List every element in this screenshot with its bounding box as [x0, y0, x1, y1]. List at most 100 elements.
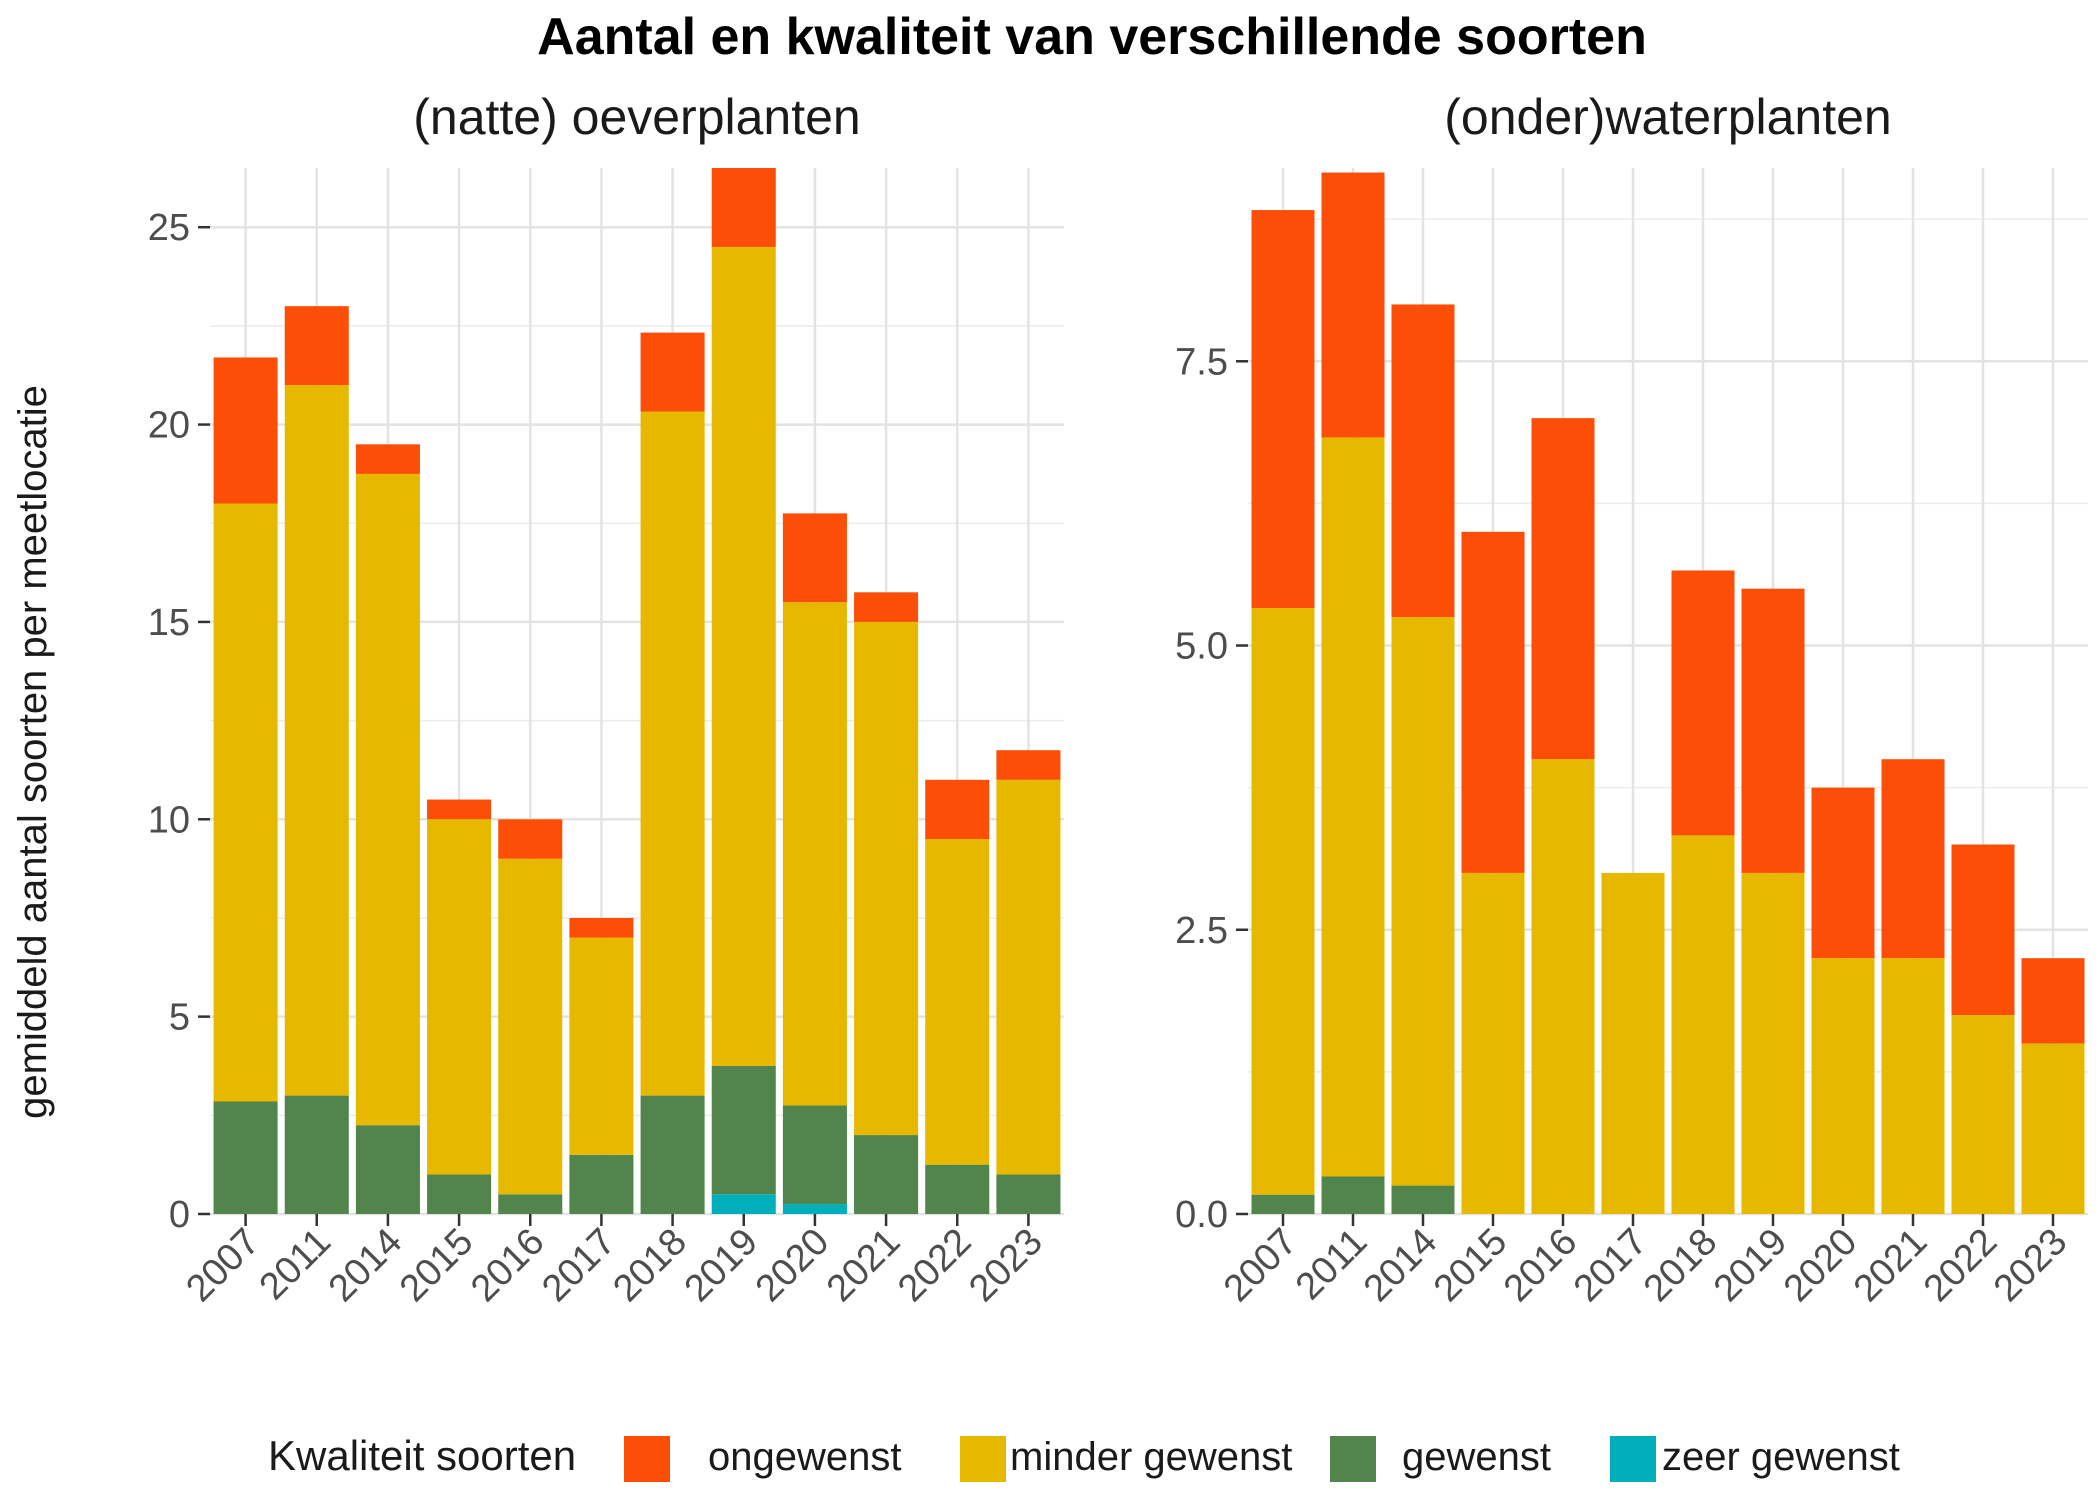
- bar-ongewenst-2007: [213, 357, 278, 504]
- x-tick-label: 2023: [961, 1221, 1050, 1310]
- bar-ongewenst-2011: [1321, 172, 1385, 438]
- bar-minder-gewenst-2007: [1251, 608, 1315, 1195]
- bar-minder-gewenst-2017: [1601, 872, 1665, 1214]
- y-tick-label: 7.5: [1175, 341, 1228, 383]
- legend-item-minder-gewenst: minder gewenst: [960, 1435, 1292, 1482]
- x-tick-label: 2015: [392, 1221, 481, 1310]
- x-tick-label: 2021: [819, 1221, 908, 1310]
- legend-item-ongewenst: ongewenst: [624, 1435, 901, 1482]
- bar-minder-gewenst-2020: [782, 602, 847, 1106]
- bar-ongewenst-2016: [1531, 418, 1595, 760]
- bar-ongewenst-2015: [427, 799, 492, 820]
- legend-label-gewenst: gewenst: [1402, 1435, 1551, 1479]
- y-tick-label: 5.0: [1175, 626, 1228, 668]
- bar-gewenst-2017: [569, 1154, 634, 1214]
- y-tick-label: 25: [148, 207, 190, 249]
- chart-panels: (natte) oeverplanten05101520252007201120…: [148, 89, 2088, 1310]
- bar-ongewenst-2020: [782, 513, 847, 603]
- x-tick-label: 2023: [1986, 1221, 2075, 1310]
- bar-minder-gewenst-2017: [569, 937, 634, 1155]
- bar-minder-gewenst-2022: [1951, 1015, 2015, 1214]
- legend-swatch-minder-gewenst: [960, 1436, 1006, 1482]
- bar-minder-gewenst-2011: [284, 385, 349, 1096]
- bar-ongewenst-2019: [1741, 588, 1805, 873]
- legend-swatch-zeer-gewenst: [1610, 1436, 1656, 1482]
- bar-minder-gewenst-2019: [711, 246, 776, 1066]
- bar-minder-gewenst-2018: [1671, 835, 1735, 1214]
- bar-minder-gewenst-2016: [498, 858, 563, 1195]
- x-tick-label: 2022: [1916, 1221, 2005, 1310]
- y-tick-label: 20: [148, 405, 190, 447]
- bar-gewenst-2022: [925, 1164, 990, 1214]
- x-tick-label: 2011: [1288, 1221, 1375, 1308]
- legend-label-minder-gewenst: minder gewenst: [1010, 1435, 1292, 1479]
- y-tick-label: 10: [148, 799, 190, 841]
- bar-minder-gewenst-2016: [1531, 759, 1595, 1214]
- bar-gewenst-2021: [854, 1135, 919, 1214]
- legend-item-zeer-gewenst: zeer gewenst: [1610, 1435, 1900, 1482]
- bar-minder-gewenst-2007: [213, 503, 278, 1102]
- bar-minder-gewenst-2021: [1881, 958, 1945, 1214]
- bar-ongewenst-2021: [854, 592, 919, 622]
- bar-ongewenst-2022: [1951, 844, 2015, 1016]
- legend-swatch-ongewenst: [624, 1436, 670, 1482]
- legend-label-zeer-gewenst: zeer gewenst: [1662, 1435, 1900, 1479]
- bar-gewenst-2014: [1391, 1185, 1455, 1214]
- legend: Kwaliteit soorten ongewenst minder gewen…: [268, 1432, 1900, 1482]
- bar-gewenst-2015: [427, 1174, 492, 1214]
- bar-minder-gewenst-2023: [996, 779, 1061, 1175]
- x-tick-label: 2022: [890, 1221, 979, 1310]
- bar-ongewenst-2021: [1881, 759, 1945, 959]
- bar-gewenst-2020: [782, 1105, 847, 1205]
- y-tick-label: 0.0: [1175, 1194, 1228, 1236]
- bar-gewenst-2007: [213, 1101, 278, 1214]
- x-tick-label: 2014: [1356, 1221, 1445, 1310]
- bar-gewenst-2019: [711, 1065, 776, 1195]
- bar-ongewenst-2023: [2021, 958, 2085, 1044]
- bar-minder-gewenst-2022: [925, 839, 990, 1165]
- x-tick-label: 2007: [1216, 1221, 1305, 1310]
- bar-minder-gewenst-2023: [2021, 1043, 2085, 1214]
- bar-gewenst-2023: [996, 1174, 1061, 1214]
- bar-minder-gewenst-2020: [1811, 958, 1875, 1214]
- y-tick-label: 5: [169, 997, 190, 1039]
- panel-title: (onder)waterplanten: [1444, 89, 1892, 145]
- x-tick-label: 2017: [534, 1221, 623, 1310]
- x-tick-label: 2011: [252, 1221, 339, 1308]
- bar-minder-gewenst-2014: [1391, 617, 1455, 1186]
- bar-ongewenst-2020: [1811, 787, 1875, 959]
- chart-panel-1: (natte) oeverplanten05101520252007201120…: [148, 89, 1064, 1310]
- bar-gewenst-2011: [1321, 1176, 1385, 1214]
- legend-title: Kwaliteit soorten: [268, 1432, 576, 1479]
- x-tick-label: 2016: [1496, 1221, 1585, 1310]
- bar-minder-gewenst-2015: [1461, 872, 1525, 1214]
- bar-minder-gewenst-2014: [355, 473, 420, 1126]
- x-tick-label: 2018: [1636, 1221, 1725, 1310]
- y-tick-label: 0: [169, 1194, 190, 1236]
- bar-gewenst-2014: [355, 1125, 420, 1214]
- bar-gewenst-2016: [498, 1194, 563, 1214]
- bar-ongewenst-2019: [711, 168, 776, 247]
- chart-title: Aantal en kwaliteit van verschillende so…: [537, 8, 1647, 66]
- x-tick-label: 2015: [1426, 1221, 1515, 1310]
- bar-ongewenst-2018: [640, 332, 705, 412]
- x-tick-label: 2021: [1846, 1221, 1935, 1310]
- bar-ongewenst-2017: [569, 917, 634, 938]
- y-tick-label: 2.5: [1175, 910, 1228, 952]
- chart-panel-2: (onder)waterplanten0.02.55.07.5200720112…: [1175, 89, 2088, 1310]
- legend-swatch-gewenst: [1330, 1436, 1376, 1482]
- bar-ongewenst-2014: [1391, 304, 1455, 618]
- bar-ongewenst-2018: [1671, 570, 1735, 836]
- x-tick-label: 2019: [1706, 1221, 1795, 1310]
- panel-title: (natte) oeverplanten: [413, 89, 861, 145]
- x-tick-label: 2020: [748, 1221, 837, 1310]
- bar-ongewenst-2022: [925, 779, 990, 840]
- bar-ongewenst-2023: [996, 750, 1061, 780]
- bar-minder-gewenst-2019: [1741, 872, 1805, 1214]
- y-tick-label: 15: [148, 602, 190, 644]
- bar-zeer-gewenst-2020: [782, 1204, 847, 1214]
- bar-ongewenst-2016: [498, 819, 563, 859]
- x-tick-label: 2020: [1776, 1221, 1865, 1310]
- legend-label-ongewenst: ongewenst: [708, 1435, 901, 1479]
